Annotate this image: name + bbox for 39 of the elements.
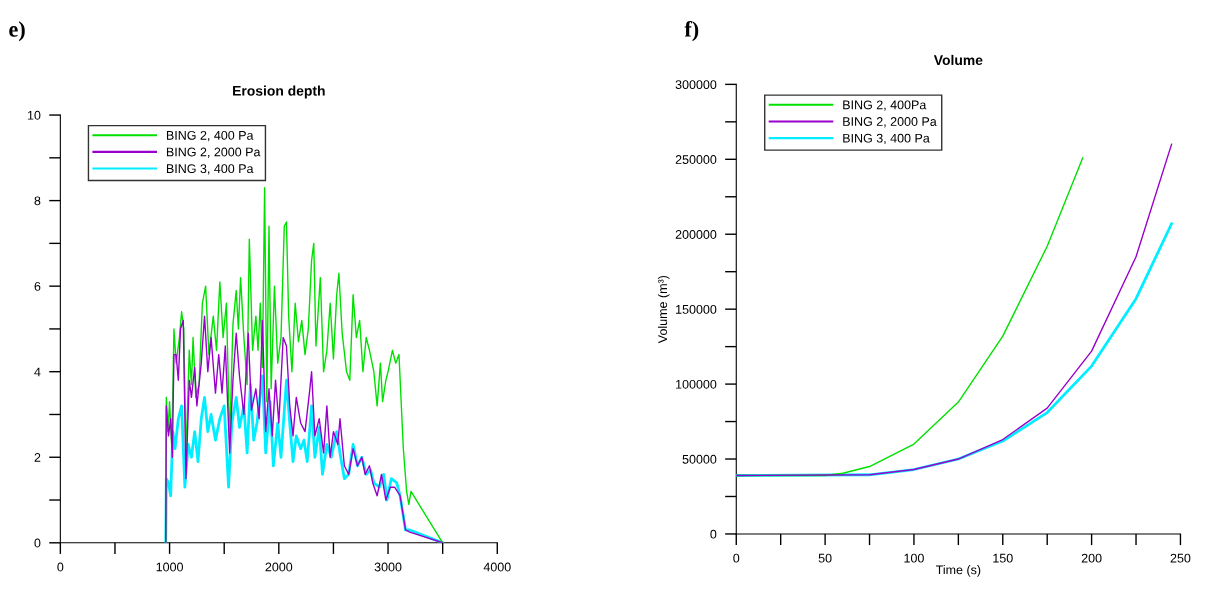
y-axis-title: Volume (m³) <box>657 275 670 344</box>
y-tick-label: 0 <box>710 529 717 539</box>
legend-label: BING 2, 2000 Pa <box>843 117 937 128</box>
line-series <box>165 187 444 543</box>
x-tick-label: 0 <box>57 562 64 572</box>
x-tick-label: 200 <box>1081 553 1102 563</box>
legend-label: BING 3, 400 Pa <box>843 133 930 145</box>
y-tick-label: 50000 <box>682 454 717 464</box>
legend-label: BING 2, 2000 Pa <box>166 147 261 158</box>
y-tick-label: 0 <box>34 538 41 548</box>
legend-label: BING 3, 400 Pa <box>166 164 254 175</box>
legend-label: BING 2, 400 Pa <box>166 130 254 142</box>
x-tick-label: 150 <box>993 553 1013 563</box>
line-series <box>165 315 444 543</box>
y-tick-label: 2 <box>34 453 41 462</box>
text: f) <box>684 20 699 42</box>
chart-title: Erosion depth <box>233 85 325 99</box>
x-tick-label: 2000 <box>265 562 293 572</box>
x-tick-label: 1000 <box>156 562 183 572</box>
y-tick-label: 250000 <box>675 155 717 164</box>
y-tick-label: 6 <box>34 281 41 291</box>
y-tick-label: 100000 <box>676 379 717 389</box>
legend-label: BING 2, 400Pa <box>843 100 927 111</box>
x-tick-label: 3000 <box>374 562 402 572</box>
y-tick-label: 4 <box>34 367 41 377</box>
line-series <box>736 143 1173 477</box>
text: e) <box>9 21 25 42</box>
x-axis-title: Time (s) <box>935 565 981 577</box>
x-tick-label: 50 <box>818 553 832 563</box>
y-tick-label: 10 <box>27 110 41 120</box>
y-tick-label: 8 <box>34 196 41 206</box>
x-tick-label: 250 <box>1170 553 1191 563</box>
x-tick-label: 4000 <box>483 562 511 572</box>
y-tick-label: 150000 <box>676 304 717 314</box>
y-tick-label: 300000 <box>675 80 717 90</box>
x-tick-label: 0 <box>733 553 740 563</box>
y-tick-label: 200000 <box>675 230 717 239</box>
chart-title: Volume <box>933 54 983 66</box>
x-tick-label: 100 <box>904 553 924 563</box>
